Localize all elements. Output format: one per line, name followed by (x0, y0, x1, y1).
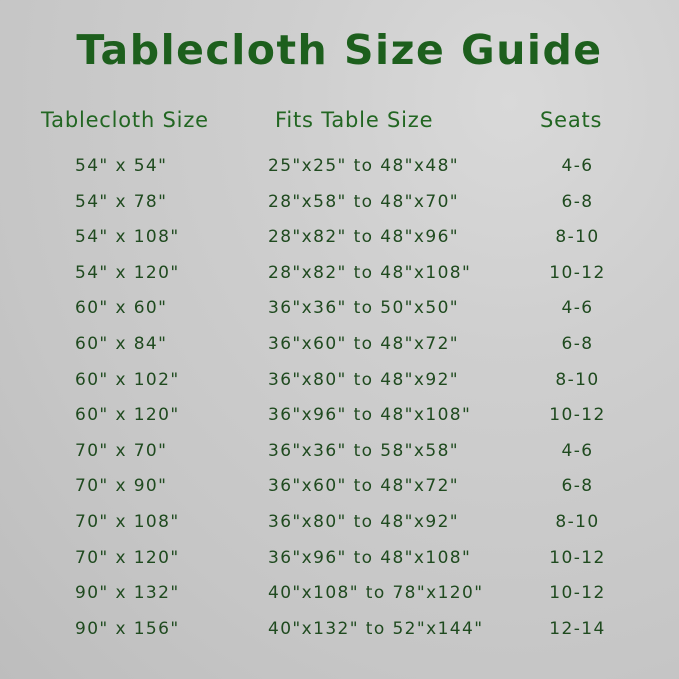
table-row: 70" x 108" 36"x80" to 48"x92" 8-10 (0, 512, 679, 542)
tablecloth-size-cell: 70" x 70" (75, 440, 168, 461)
tablecloth-size-cell: 60" x 120" (75, 405, 180, 426)
table-row: 90" x 156" 40"x132" to 52"x144" 12-14 (0, 619, 679, 649)
fits-table-size-cell: 28"x58" to 48"x70" (268, 191, 459, 212)
tablecloth-size-cell: 60" x 102" (75, 369, 180, 390)
table-row: 70" x 70" 36"x36" to 58"x58" 4-6 (0, 441, 679, 471)
fits-table-size-cell: 28"x82" to 48"x96" (268, 227, 459, 248)
fits-table-size-cell: 25"x25" to 48"x48" (268, 156, 459, 176)
fits-table-size-cell: 36"x60" to 48"x72" (268, 334, 459, 354)
fits-table-size-cell: 28"x82" to 48"x108" (268, 262, 472, 283)
tablecloth-size-cell: 90" x 132" (75, 583, 180, 604)
table-row: 54" x 78" 28"x58" to 48"x70" 6-8 (0, 192, 679, 222)
fits-table-size-cell: 36"x36" to 50"x50" (268, 298, 459, 319)
table-row: 60" x 120" 36"x96" to 48"x108" 10-12 (0, 405, 679, 435)
header-tablecloth-size: Tablecloth Size (41, 108, 209, 132)
tablecloth-size-cell: 70" x 108" (75, 512, 180, 532)
tablecloth-size-cell: 70" x 120" (75, 547, 180, 568)
seats-cell: 8-10 (555, 512, 600, 532)
tablecloth-size-cell: 54" x 78" (75, 191, 168, 212)
tablecloth-size-cell: 54" x 54" (75, 156, 168, 176)
seats-cell: 6-8 (561, 191, 594, 212)
fits-table-size-cell: 40"x132" to 52"x144" (268, 618, 484, 639)
seats-cell: 4-6 (561, 156, 594, 176)
seats-cell: 10-12 (549, 262, 606, 283)
fits-table-size-cell: 36"x96" to 48"x108" (268, 547, 472, 568)
table-row: 54" x 120" 28"x82" to 48"x108" 10-12 (0, 263, 679, 293)
tablecloth-size-cell: 54" x 108" (75, 227, 180, 248)
table-row: 60" x 60" 36"x36" to 50"x50" 4-6 (0, 298, 679, 328)
table-row: 70" x 90" 36"x60" to 48"x72" 6-8 (0, 476, 679, 506)
table-row: 60" x 84" 36"x60" to 48"x72" 6-8 (0, 334, 679, 364)
header-seats: Seats (540, 108, 603, 132)
seats-cell: 4-6 (561, 298, 594, 319)
seats-cell: 6-8 (561, 334, 594, 354)
fits-table-size-cell: 36"x60" to 48"x72" (268, 476, 459, 497)
seats-cell: 10-12 (549, 405, 606, 426)
seats-cell: 10-12 (549, 583, 606, 604)
seats-cell: 10-12 (549, 547, 606, 568)
table-row: 60" x 102" 36"x80" to 48"x92" 8-10 (0, 370, 679, 400)
tablecloth-size-cell: 60" x 84" (75, 334, 168, 354)
tablecloth-size-cell: 60" x 60" (75, 298, 168, 319)
fits-table-size-cell: 36"x36" to 58"x58" (268, 440, 459, 461)
table-row: 70" x 120" 36"x96" to 48"x108" 10-12 (0, 548, 679, 578)
tablecloth-size-cell: 90" x 156" (75, 618, 180, 639)
seats-cell: 12-14 (549, 618, 606, 639)
header-fits-table-size: Fits Table Size (275, 108, 434, 132)
seats-cell: 8-10 (555, 227, 600, 248)
page-title: Tablecloth Size Guide (76, 26, 603, 74)
fits-table-size-cell: 36"x80" to 48"x92" (268, 512, 459, 532)
fits-table-size-cell: 36"x80" to 48"x92" (268, 369, 459, 390)
seats-cell: 8-10 (555, 369, 600, 390)
table-row: 54" x 54" 25"x25" to 48"x48" 4-6 (0, 156, 679, 186)
fits-table-size-cell: 36"x96" to 48"x108" (268, 405, 472, 426)
seats-cell: 4-6 (561, 440, 594, 461)
table-row: 54" x 108" 28"x82" to 48"x96" 8-10 (0, 227, 679, 257)
seats-cell: 6-8 (561, 476, 594, 497)
tablecloth-size-cell: 54" x 120" (75, 262, 180, 283)
table-row: 90" x 132" 40"x108" to 78"x120" 10-12 (0, 583, 679, 613)
tablecloth-size-cell: 70" x 90" (75, 476, 168, 497)
fits-table-size-cell: 40"x108" to 78"x120" (268, 583, 484, 604)
